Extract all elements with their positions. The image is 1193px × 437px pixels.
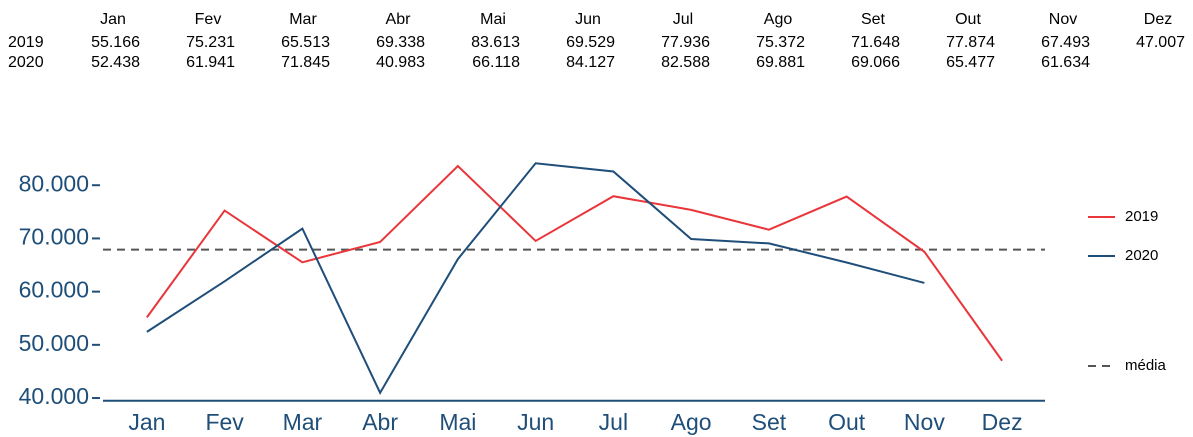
table-cell: 69.066 xyxy=(851,54,900,71)
legend-label: 2019 xyxy=(1125,208,1158,225)
table-cell: 61.941 xyxy=(186,54,235,71)
table-cell: 65.513 xyxy=(281,34,330,51)
table-header: Jan xyxy=(100,11,126,28)
x-tick-label: Jan xyxy=(128,409,165,435)
x-tick-label: Set xyxy=(752,409,787,435)
legend-label: 2020 xyxy=(1125,247,1158,264)
y-tick-label: 50.000 xyxy=(19,330,89,356)
y-tick-label: 70.000 xyxy=(19,224,89,250)
table-cell: 71.648 xyxy=(851,34,900,51)
table-cell: 75.372 xyxy=(756,34,805,51)
x-tick-label: Mar xyxy=(283,409,323,435)
table-cell: 69.881 xyxy=(756,54,805,71)
x-tick-label: Fev xyxy=(205,409,244,435)
y-tick-label: 40.000 xyxy=(19,383,89,409)
series-line xyxy=(146,164,1003,362)
table-header: Abr xyxy=(386,11,412,28)
table-cell: 55.166 xyxy=(91,34,140,51)
x-tick-label: Abr xyxy=(362,409,398,435)
table-cell: 40.983 xyxy=(376,54,425,71)
x-tick-label: Jul xyxy=(599,409,628,435)
x-tick-label: Ago xyxy=(671,409,712,435)
y-tick-label: 80.000 xyxy=(19,170,89,196)
table-row-label: 2020 xyxy=(8,54,44,71)
table-header: Out xyxy=(955,11,981,28)
legend-label: média xyxy=(1125,357,1167,374)
x-tick-label: Mai xyxy=(439,409,476,435)
table-header: Dez xyxy=(1144,11,1172,28)
table-cell: 69.338 xyxy=(376,34,425,51)
table-cell: 75.231 xyxy=(186,34,235,51)
table-cell: 77.936 xyxy=(661,34,710,51)
table-cell: 69.529 xyxy=(566,34,615,51)
table-row-label: 2019 xyxy=(8,34,44,51)
table-header: Fev xyxy=(195,11,222,28)
x-tick-label: Nov xyxy=(904,409,945,435)
table-cell: 84.127 xyxy=(566,54,615,71)
table-header: Mai xyxy=(480,11,506,28)
table-cell: 66.118 xyxy=(472,54,520,71)
table-cell: 71.845 xyxy=(281,54,330,71)
table-header: Mar xyxy=(289,11,317,28)
x-tick-label: Out xyxy=(828,409,866,435)
x-tick-label: Dez xyxy=(982,409,1023,435)
table-header: Ago xyxy=(764,11,793,28)
table-cell: 65.477 xyxy=(946,54,995,71)
table-header: Jul xyxy=(673,11,693,28)
table-cell: 52.438 xyxy=(91,54,140,71)
y-tick-label: 60.000 xyxy=(19,277,89,303)
x-tick-label: Jun xyxy=(517,409,554,435)
table-header: Nov xyxy=(1049,11,1077,28)
table-cell: 47.007 xyxy=(1136,34,1185,51)
table-cell: 82.588 xyxy=(661,54,710,71)
table-header: Set xyxy=(861,11,886,28)
table-cell: 61.634 xyxy=(1041,54,1090,71)
table-cell: 67.493 xyxy=(1041,34,1090,51)
series-line xyxy=(146,162,925,395)
table-cell: 77.874 xyxy=(946,34,995,51)
table-cell: 83.613 xyxy=(471,34,520,51)
table-header: Jun xyxy=(575,11,601,28)
